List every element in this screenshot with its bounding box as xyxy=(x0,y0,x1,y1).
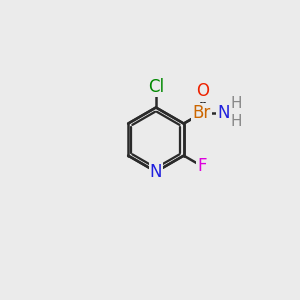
Text: Cl: Cl xyxy=(148,78,164,96)
Text: O: O xyxy=(196,82,209,100)
Text: N: N xyxy=(150,163,162,181)
Text: N: N xyxy=(218,104,230,122)
Text: H: H xyxy=(230,114,242,129)
Text: F: F xyxy=(197,157,206,175)
Text: Br: Br xyxy=(193,104,211,122)
Text: H: H xyxy=(230,96,242,111)
